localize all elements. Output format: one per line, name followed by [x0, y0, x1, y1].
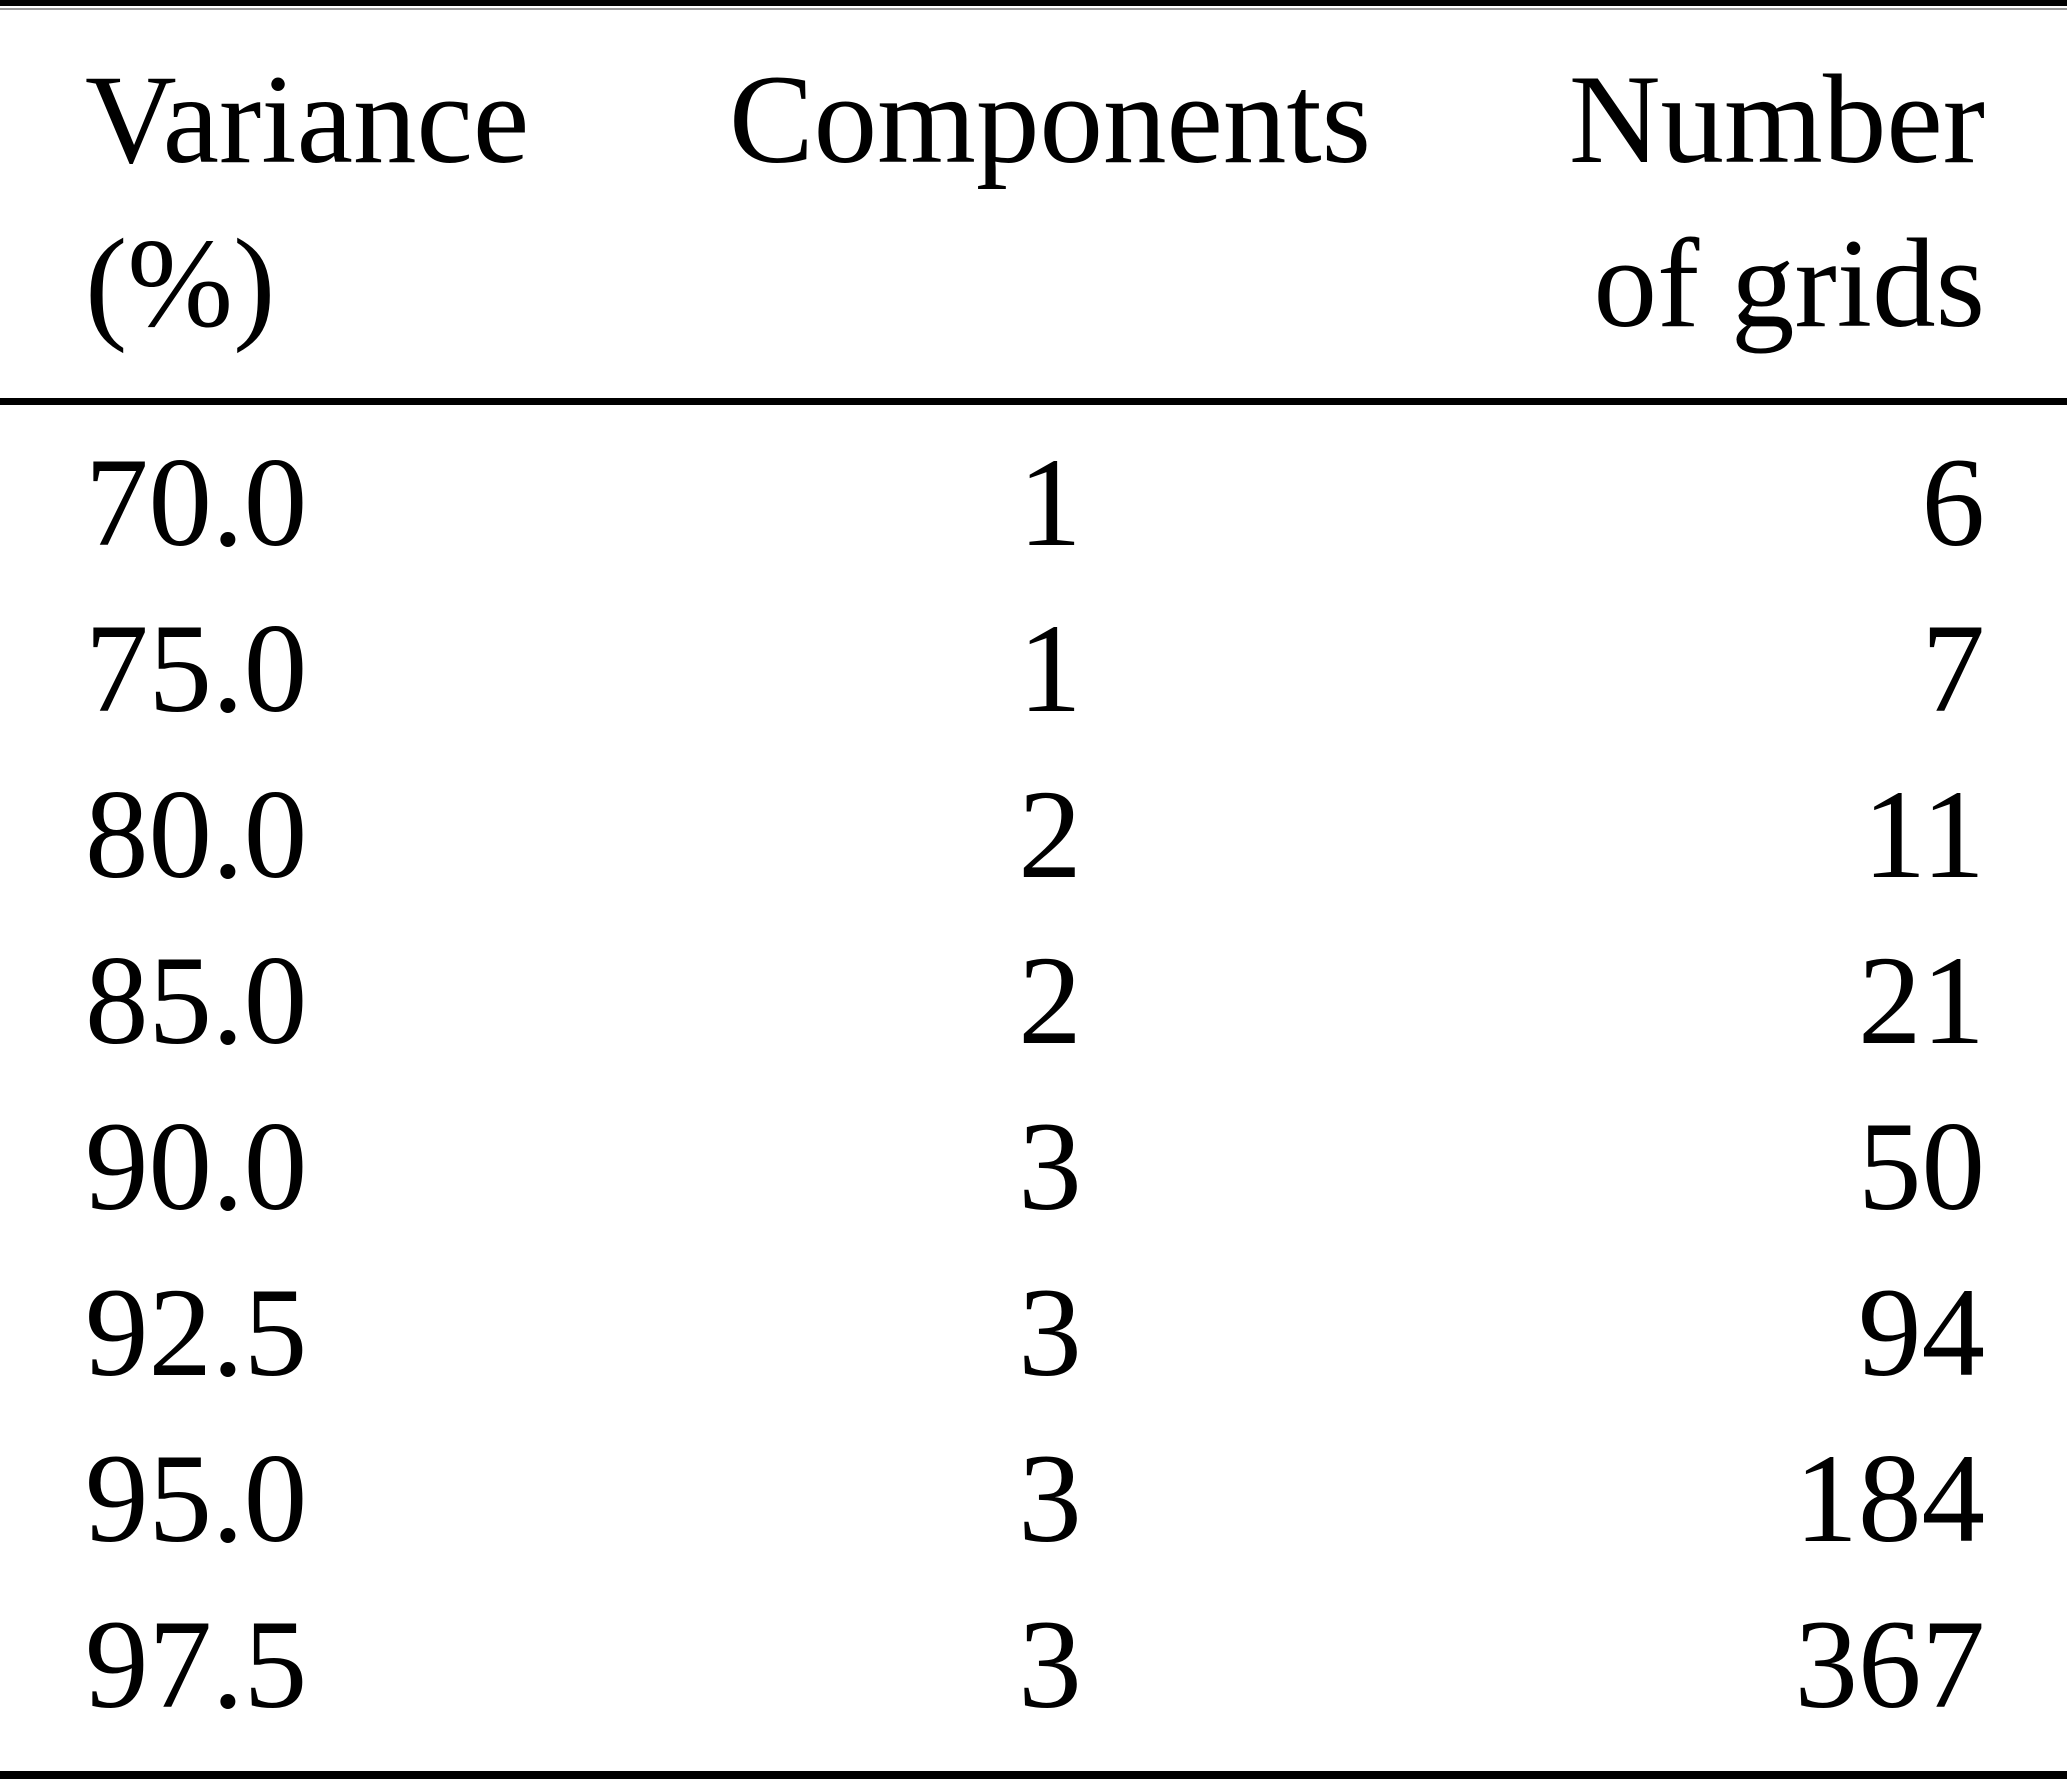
cell-components: 2: [1018, 931, 1082, 1071]
cell-grids: 184: [1794, 1429, 1986, 1569]
cell-variance: 80.0: [85, 765, 308, 905]
cell-grids: 50: [1858, 1097, 1985, 1237]
cell-grids: 21: [1858, 931, 1985, 1071]
table-row: 80.0 2 11: [0, 752, 2067, 918]
table-top-rule-gap: [0, 6, 2067, 8]
header-components-line1: Components: [728, 50, 1372, 190]
table-header: Variance (%) Components Number of grids: [0, 10, 2067, 405]
cell-components: 1: [1018, 599, 1082, 739]
table-top-rule-thin: [0, 8, 2067, 10]
table-bottom-rule: [0, 1771, 2067, 1779]
table-row: 92.5 3 94: [0, 1250, 2067, 1416]
table-row: 95.0 3 184: [0, 1416, 2067, 1582]
table-body: 70.0 1 6 75.0 1 7 80.0 2 11 85.0 2 21 90…: [0, 402, 2067, 1770]
cell-variance: 85.0: [85, 931, 308, 1071]
table-row: 97.5 3 367: [0, 1582, 2067, 1769]
cell-variance: 90.0: [85, 1097, 308, 1237]
cell-variance: 95.0: [85, 1429, 308, 1569]
cell-components: 1: [1018, 433, 1082, 573]
cell-components: 3: [1018, 1595, 1082, 1735]
header-grids-line1: Number: [1568, 50, 1985, 190]
table-row: 85.0 2 21: [0, 918, 2067, 1084]
header-grids-line2: of grids: [1593, 214, 1985, 354]
cell-grids: 367: [1794, 1595, 1986, 1735]
table-row: 90.0 3 50: [0, 1084, 2067, 1250]
cell-components: 3: [1018, 1097, 1082, 1237]
cell-components: 3: [1018, 1263, 1082, 1403]
header-variance-line1: Variance: [85, 50, 530, 190]
cell-grids: 11: [1862, 765, 1985, 905]
header-number-of-grids: Number of grids: [1480, 10, 2067, 405]
cell-components: 2: [1018, 765, 1082, 905]
header-components: Components: [620, 10, 1480, 405]
cell-grids: 7: [1921, 599, 1986, 739]
cell-components: 3: [1018, 1429, 1082, 1569]
table-row: 75.0 1 7: [0, 586, 2067, 752]
cell-grids: 6: [1921, 433, 1986, 573]
cell-variance: 92.5: [85, 1263, 308, 1403]
table-header-row: Variance (%) Components Number of grids: [0, 10, 2067, 405]
cell-variance: 75.0: [85, 599, 308, 739]
table-top-rule-thick: [0, 0, 2067, 6]
header-variance: Variance (%): [0, 10, 620, 405]
results-table: Variance (%) Components Number of grids …: [0, 10, 2067, 1769]
cell-variance: 70.0: [85, 433, 308, 573]
header-variance-line2: (%): [85, 214, 276, 354]
table-row: 70.0 1 6: [0, 402, 2067, 587]
cell-grids: 94: [1858, 1263, 1985, 1403]
cell-variance: 97.5: [85, 1595, 308, 1735]
